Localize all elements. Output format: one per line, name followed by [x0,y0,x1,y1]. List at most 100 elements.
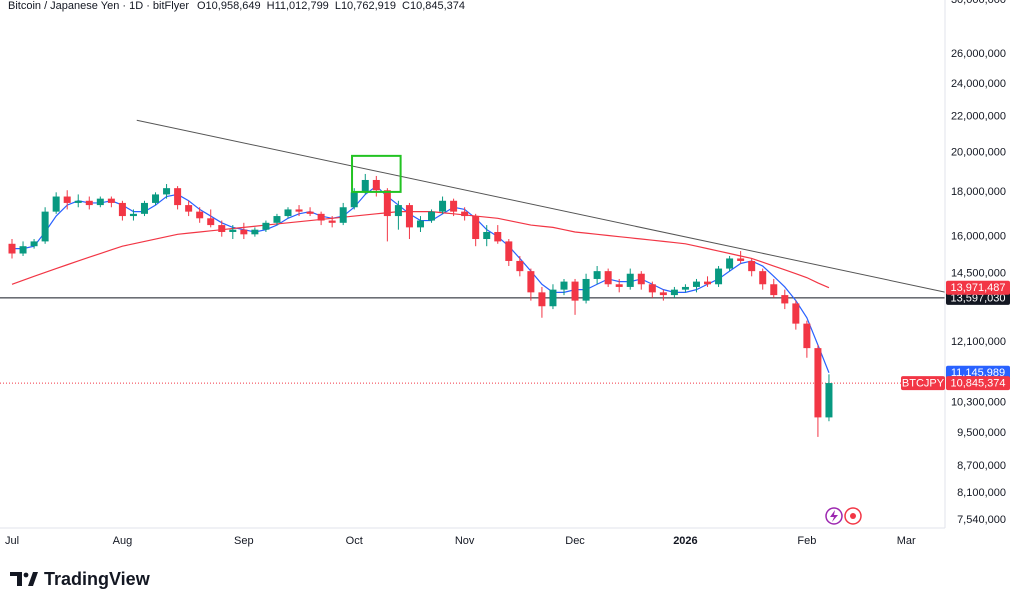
x-tick-label: 2026 [673,535,697,547]
candle-body [383,190,391,217]
price-tag-label: 13,597,030 [950,292,1005,304]
trendline [136,119,945,293]
candle-body [582,278,590,301]
candle-body [229,229,237,232]
candle-body [196,211,204,219]
highlight-box [351,154,402,193]
candle-body [372,179,380,191]
candle-body [792,303,800,324]
y-tick-label: 9,500,000 [957,427,1006,439]
candle-body [803,323,811,349]
candle-body [737,258,745,261]
candle-body [637,273,645,285]
price-tag-label: 10,845,374 [950,377,1005,389]
candle-body [692,281,700,287]
candle-body [339,207,347,223]
candle-body [505,241,513,261]
candle-body [41,211,49,242]
candle-body [472,216,480,240]
y-tick-label: 18,000,000 [951,186,1006,198]
candle-body [328,220,336,223]
price-tag-label: 13,971,487 [950,282,1005,294]
candle-body [659,292,667,296]
candle-body [306,211,314,214]
candle-body [593,271,601,279]
candle-body [317,213,325,221]
record-dot [850,513,856,519]
ohlc-key: O [197,0,206,12]
candle-body [571,281,579,301]
y-tick-label: 8,700,000 [957,460,1006,472]
x-tick-label: Dec [565,535,585,547]
ohlc-key: C [402,0,410,12]
candle-body [648,284,656,293]
x-tick-label: Sep [234,535,254,547]
plot-area [0,119,945,437]
lightning-glyph [830,510,838,522]
moving-average-line [11,211,830,289]
y-tick-label: 22,000,000 [951,111,1006,123]
candle-body [118,202,126,217]
y-tick-label: 14,500,000 [951,268,1006,280]
logo-dot [23,572,29,578]
candle-body [604,271,612,285]
candle-body [748,260,756,272]
ohlc-value: 10,845,374 [410,0,465,12]
candle-body [240,229,248,235]
candle-body [626,273,634,287]
candle-body [704,281,712,285]
candle-body [63,196,71,203]
x-tick-label: Mar [897,535,916,547]
ohlc-value: 10,958,649 [206,0,261,12]
candle-body [615,284,623,287]
candle-body [560,281,568,290]
candle-body [273,216,281,223]
candle-body [405,205,413,228]
candle-body [428,211,436,221]
candle-body [218,225,226,232]
candle-body [295,209,303,212]
candle-body [163,188,171,195]
candle-body [262,222,270,230]
x-tick-label: Nov [455,535,475,547]
ohlc-key: L [335,0,341,12]
candle-body [251,229,259,235]
ohlc-key: H [267,0,275,12]
x-tick-label: Jul [5,535,19,547]
candle-body [74,200,82,203]
logo-slash [28,572,38,586]
candle-body [759,271,767,285]
candle-body [781,295,789,304]
candle-body [350,192,358,208]
chart-icons [825,507,862,525]
candle-body [439,200,447,212]
x-tick-label: Aug [113,535,133,547]
brand-name: TradingView [44,569,151,589]
y-tick-label: 10,300,000 [951,396,1006,408]
candle-body [140,202,148,214]
candle-body [8,243,16,254]
symbol-title: Bitcoin / Japanese Yen · 1D · bitFlyer [8,0,189,12]
logo-mark [10,572,22,586]
y-tick-label: 7,540,000 [957,514,1006,526]
candle-body [825,383,833,418]
candle-body [549,289,557,307]
price-tag [946,376,1010,391]
y-tick-label: 30,000,000 [951,0,1006,6]
candle-body [96,198,104,206]
candle-body [814,348,822,418]
candle-body [152,194,160,203]
price-tag [946,280,1010,295]
candle-body [516,260,524,272]
candle-body [129,213,137,217]
candle-body [770,284,778,296]
y-tick-label: 24,000,000 [951,78,1006,90]
ohlc-value: 11,012,799 [275,0,329,12]
candle-body [394,205,402,217]
candle-body [416,220,424,228]
legend-header: Bitcoin / Japanese Yen · 1D · bitFlyer O… [8,0,465,12]
ohlc-value: 10,762,919 [341,0,396,12]
candle-body [107,198,115,203]
y-tick-label: 20,000,000 [951,147,1006,159]
